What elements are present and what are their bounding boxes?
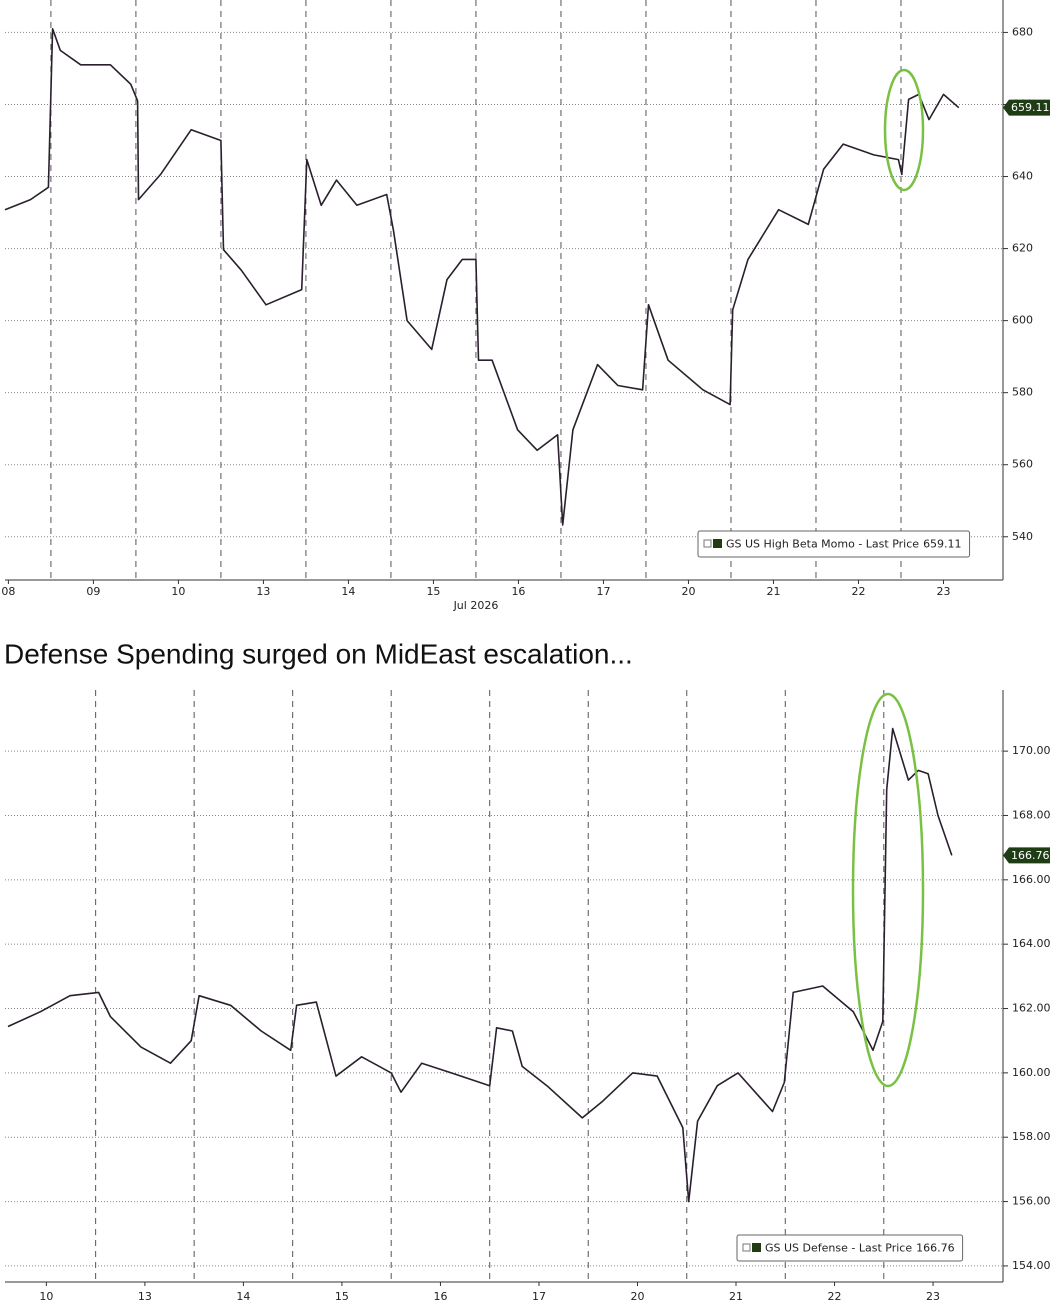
y-tick-label: 580: [1012, 386, 1033, 399]
x-tick-label: 21: [766, 585, 780, 598]
y-tick-label: 540: [1012, 530, 1033, 543]
y-tick-label: 164.00: [1012, 937, 1051, 950]
x-tick-label: 17: [532, 1290, 546, 1303]
y-tick-label: 158.00: [1012, 1130, 1051, 1143]
x-tick-label: 15: [335, 1290, 349, 1303]
highlight-ellipse: [851, 692, 925, 1088]
legend: GS US High Beta Momo - Last Price 659.11: [697, 530, 971, 558]
x-tick-label: 20: [630, 1290, 644, 1303]
legend-label: GS US High Beta Momo - Last Price: [726, 538, 919, 551]
x-tick-label: 10: [39, 1290, 53, 1303]
y-tick-label: 166.00: [1012, 873, 1051, 886]
price-line: [4, 28, 960, 526]
x-tick-label: 20: [681, 585, 695, 598]
x-tick-label: 16: [433, 1290, 447, 1303]
x-tick-label: 13: [138, 1290, 152, 1303]
x-tick-label: 22: [828, 1290, 842, 1303]
price-line: [7, 727, 953, 1203]
y-tick-label: 560: [1012, 458, 1033, 471]
legend: GS US Defense - Last Price 166.76: [736, 1234, 964, 1262]
legend-swatch: [713, 539, 722, 548]
legend-last-price: 166.76: [916, 1242, 955, 1255]
y-tick-label: 162.00: [1012, 1002, 1051, 1015]
x-tick-label: 17: [596, 585, 610, 598]
x-tick-label: 22: [851, 585, 865, 598]
legend-swatch: [752, 1243, 761, 1252]
legend-box: [736, 1234, 964, 1262]
x-tick-label: 08: [1, 585, 15, 598]
last-price-tag: [1003, 847, 1050, 864]
last-price-tag: [1003, 99, 1050, 116]
legend-last-price: 659.11: [923, 538, 962, 551]
last-price-label: 166.76: [1011, 849, 1050, 862]
y-tick-label: 168.00: [1012, 808, 1051, 821]
x-tick-label: 13: [256, 585, 270, 598]
x-tick-label: 23: [936, 585, 950, 598]
last-price-label: 659.11: [1011, 101, 1050, 114]
legend-box: [697, 530, 971, 558]
y-tick-label: 640: [1012, 170, 1033, 183]
legend-label: GS US Defense - Last Price: [765, 1242, 912, 1255]
x-tick-label: 14: [341, 585, 355, 598]
x-tick-label: 09: [86, 585, 100, 598]
y-tick-label: 620: [1012, 242, 1033, 255]
x-tick-label: 21: [729, 1290, 743, 1303]
x-axis-label: Jul 2026: [453, 599, 499, 612]
y-tick-label: 160.00: [1012, 1066, 1051, 1079]
y-tick-label: 154.00: [1012, 1259, 1051, 1272]
x-tick-label: 15: [426, 585, 440, 598]
x-tick-label: 14: [236, 1290, 250, 1303]
x-tick-label: 10: [171, 585, 185, 598]
legend-icon-frame: [703, 539, 712, 548]
y-tick-label: 680: [1012, 25, 1033, 38]
y-tick-label: 600: [1012, 314, 1033, 327]
heading: Defense Spending surged on MidEast escal…: [4, 638, 633, 669]
highlight-ellipse: [883, 68, 925, 192]
x-tick-label: 23: [926, 1290, 940, 1303]
y-tick-label: 156.00: [1012, 1195, 1051, 1208]
legend-icon-frame: [742, 1243, 751, 1252]
x-tick-label: 16: [511, 585, 525, 598]
y-tick-label: 170.00: [1012, 744, 1051, 757]
